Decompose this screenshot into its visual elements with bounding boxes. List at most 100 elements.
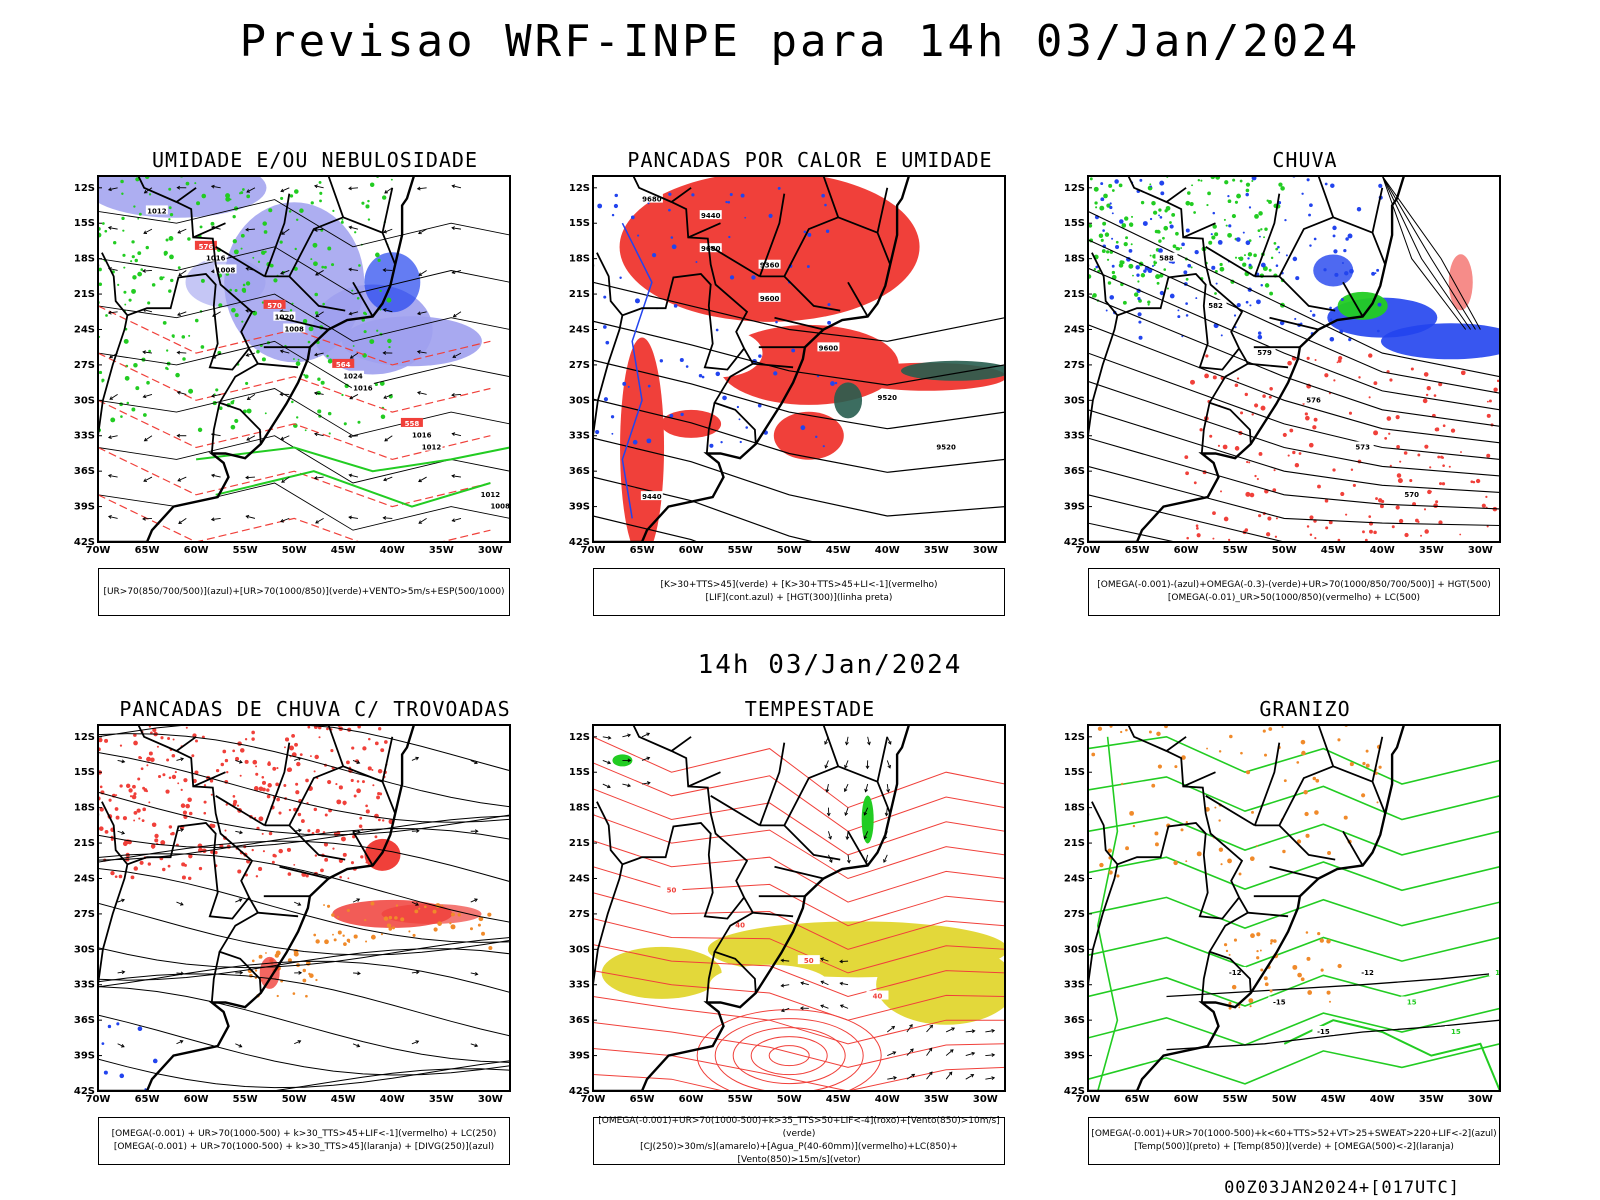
precip-pixel	[1215, 282, 1218, 285]
political-border	[670, 187, 692, 203]
precip-pixel	[1137, 280, 1140, 283]
wind-vector	[109, 394, 118, 400]
precip-pixel	[1441, 482, 1446, 486]
precip-pixel	[147, 862, 152, 866]
contour-label-bg	[660, 884, 683, 894]
field-shading	[1448, 254, 1473, 311]
lat-tick-label: 24S	[569, 873, 590, 884]
contour-label: -12	[1361, 969, 1374, 977]
panel-pancadas-calor: PANCADAS POR CALOR E UMIDADE 9680 9680 960…	[565, 148, 1055, 628]
precip-pixel	[414, 909, 419, 914]
precip-pixel	[328, 432, 331, 435]
wind-vector	[245, 476, 255, 479]
lon-tick-label: 55W	[728, 545, 753, 556]
precip-pixel	[324, 939, 329, 945]
precip-pixel	[1306, 356, 1310, 360]
precip-pixel	[1131, 215, 1134, 218]
precip-pixel	[1292, 256, 1298, 262]
precip-pixel	[101, 1042, 105, 1045]
wind-vector-head	[451, 270, 456, 275]
wind-vector	[965, 1074, 974, 1080]
precip-pixel	[166, 758, 170, 762]
precip-pixel	[388, 927, 393, 931]
panel-title: UMIDADE E/OU NEBULOSIDADE	[151, 148, 479, 172]
wind-vector-head	[627, 758, 632, 763]
precip-pixel	[264, 250, 267, 253]
wind-vector-head	[415, 1040, 420, 1044]
precip-pixel	[323, 265, 327, 269]
wind-vector-head	[315, 313, 320, 318]
precip-pixel	[1324, 499, 1329, 503]
lat-tick-label: 24S	[74, 324, 95, 335]
precip-pixel	[1245, 300, 1249, 304]
lon-tick-label: 45W	[1321, 1094, 1346, 1105]
precip-pixel	[1374, 272, 1377, 275]
precip-pixel	[374, 741, 379, 746]
wind-vector-head	[143, 437, 148, 442]
precip-pixel	[1139, 178, 1143, 182]
coastline	[1088, 176, 1406, 542]
political-border	[774, 316, 824, 331]
political-border	[381, 736, 394, 782]
precip-pixel	[1193, 481, 1197, 485]
panel-pancadas-trovoadas: PANCADAS DE CHUVA C/ TROVOADAS 12S 15S 18S…	[70, 697, 560, 1177]
wind-vector-head	[382, 308, 387, 312]
wind-vector-head	[349, 395, 354, 400]
precip-pixel	[673, 304, 678, 308]
political-border	[279, 316, 329, 331]
precip-pixel	[1137, 297, 1141, 301]
precip-pixel	[360, 855, 364, 859]
precip-pixel	[1309, 203, 1313, 208]
wind-vector	[280, 435, 290, 440]
precip-pixel	[101, 380, 104, 383]
precip-pixel	[751, 275, 756, 280]
political-border	[687, 771, 721, 788]
precip-pixel	[297, 358, 300, 361]
contour-label-bg	[400, 417, 423, 427]
contour-label: 15	[1407, 998, 1417, 1006]
contour-line	[98, 340, 510, 389]
precip-pixel	[1163, 268, 1167, 271]
precip-pixel	[307, 340, 311, 344]
political-border	[602, 725, 757, 994]
contour-line	[1088, 522, 1178, 542]
contour-label-bg	[640, 491, 663, 501]
precip-pixel	[1223, 516, 1229, 522]
precip-pixel	[188, 811, 193, 816]
wind-vector	[245, 228, 255, 231]
lon-tick-label: 45W	[826, 1094, 851, 1105]
precip-pixel	[1245, 192, 1249, 197]
lat-tick-label: 12S	[74, 183, 95, 194]
precip-pixel	[1329, 318, 1333, 321]
precip-pixel	[232, 214, 236, 219]
political-border	[1165, 736, 1187, 752]
lon-tick-label: 55W	[1223, 1094, 1248, 1105]
precip-pixel	[361, 201, 365, 205]
precip-pixel	[181, 335, 186, 339]
precip-pixel	[1368, 353, 1373, 358]
precip-pixel	[1424, 529, 1429, 534]
precip-pixel	[313, 261, 318, 267]
precip-pixel	[163, 252, 167, 256]
precip-pixel	[1125, 728, 1128, 732]
precip-pixel	[432, 909, 437, 914]
precip-pixel	[331, 913, 335, 917]
precip-pixel	[1282, 849, 1286, 854]
precip-pixel	[1254, 403, 1259, 408]
wind-vector	[926, 1071, 933, 1080]
wind-vector	[886, 760, 891, 769]
precip-pixel	[1249, 856, 1255, 862]
precip-pixel	[292, 992, 296, 995]
wind-vector-head	[142, 394, 147, 399]
coastline	[98, 176, 416, 542]
contour-label-bg	[729, 919, 752, 929]
precip-pixel	[297, 812, 302, 817]
coastline	[593, 725, 911, 1091]
field-shading	[1380, 323, 1500, 360]
political-border	[1253, 193, 1281, 277]
precip-pixel	[1280, 186, 1285, 191]
precip-pixel	[171, 753, 176, 758]
precip-pixel	[246, 194, 251, 199]
wind-vector-head	[780, 1008, 785, 1013]
precip-pixel	[1227, 232, 1232, 238]
